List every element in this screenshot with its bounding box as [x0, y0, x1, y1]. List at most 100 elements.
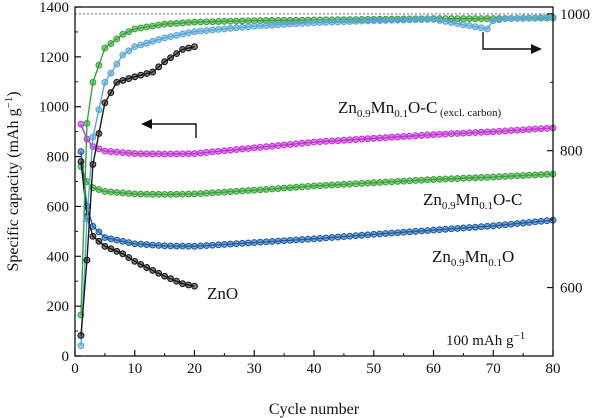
series-5-point	[316, 19, 324, 26]
series-6-point	[167, 54, 175, 62]
series-4-point	[232, 17, 240, 25]
series-5-point	[400, 16, 408, 24]
series-6-point	[95, 130, 103, 138]
series-2-point	[256, 238, 264, 246]
series-1-point	[262, 185, 270, 193]
series-4-point	[173, 19, 181, 27]
series-1-point	[208, 189, 216, 197]
series-5-point	[471, 23, 479, 31]
series-0-point	[453, 129, 461, 137]
series-5-point	[274, 21, 282, 29]
series-2-point	[489, 222, 497, 230]
series-2-point	[173, 242, 181, 250]
series-1-point	[274, 185, 282, 192]
series-label-part: Zn	[432, 247, 451, 266]
series-1-point	[543, 170, 551, 178]
series-6-point	[89, 160, 97, 168]
series-3-point	[143, 264, 151, 271]
series-1-point	[191, 190, 198, 198]
series-5-point	[394, 16, 402, 24]
series-5-point	[388, 16, 396, 24]
series-label-0: Zn0.9Mn0.1O-C (excl. carbon)	[338, 98, 501, 120]
series-2-point	[525, 218, 533, 226]
series-0-point	[208, 148, 216, 156]
series-0-point	[268, 142, 276, 150]
series-1-point	[292, 183, 300, 191]
x-tick-label: 0	[71, 361, 79, 377]
series-1-point	[310, 182, 318, 190]
series-0-point	[358, 135, 366, 143]
x-tick-label: 30	[247, 361, 262, 377]
series-5-point	[382, 16, 390, 24]
series-2-point	[101, 234, 109, 242]
series-5-point	[286, 20, 294, 28]
y-right-tick-label: 1000	[560, 7, 590, 23]
series-5-point	[161, 34, 169, 42]
series-2-point	[370, 230, 378, 238]
series-1-point	[185, 190, 192, 198]
series-2-point	[453, 224, 461, 232]
series-1-point	[244, 187, 252, 195]
series-1-point	[442, 175, 449, 183]
series-0-point	[447, 130, 455, 138]
series-0-point	[322, 137, 330, 145]
series-5-point	[179, 30, 187, 38]
series-1-point	[519, 172, 527, 179]
series-1-point	[316, 182, 324, 190]
series-label-part: Mn	[371, 98, 395, 117]
series-5-point	[525, 14, 533, 22]
x-tick-label: 70	[486, 361, 501, 377]
series-3-point	[179, 280, 187, 288]
series-5-point	[328, 18, 336, 26]
series-5-point	[340, 18, 348, 26]
series-0-point	[304, 139, 312, 147]
series-1-point	[436, 175, 443, 183]
series-4-point	[137, 24, 145, 32]
series-2-point	[155, 241, 163, 249]
series-2-point	[244, 239, 252, 247]
series-4-point	[191, 18, 198, 26]
series-5-point	[489, 17, 497, 25]
y-left-tick-label: 0	[62, 349, 70, 365]
series-5-point	[483, 25, 491, 33]
series-5-point	[244, 23, 252, 31]
series-2-point	[119, 237, 127, 245]
y-right-tick-label: 600	[560, 281, 583, 297]
series-1-point	[358, 179, 366, 187]
series-2-point	[447, 225, 455, 233]
series-5-point	[543, 13, 551, 21]
series-0-point	[185, 150, 192, 158]
series-2-point	[334, 233, 342, 241]
chart-marks	[75, 13, 557, 350]
series-6-point	[113, 78, 121, 86]
series-0-point	[394, 133, 402, 141]
series-1-point	[280, 184, 288, 192]
series-label-sub: 0.1	[479, 200, 493, 212]
series-5-point	[250, 22, 258, 30]
series-1-point	[388, 178, 396, 186]
series-2-point	[149, 241, 157, 249]
series-5-point	[406, 16, 414, 24]
series-1-point	[525, 171, 533, 179]
series-5-point	[412, 16, 420, 24]
series-label-part: ZnO	[207, 284, 238, 303]
series-5-point	[376, 17, 384, 24]
series-2-point	[197, 242, 204, 250]
series-5-point	[292, 20, 300, 28]
series-1-point	[453, 175, 461, 182]
series-5-point	[280, 21, 288, 28]
series-5-point	[95, 106, 103, 114]
series-5-point	[513, 14, 521, 22]
series-5-point	[137, 41, 145, 49]
series-5-point	[501, 15, 509, 23]
series-5-point	[256, 22, 264, 30]
series-2-point	[513, 220, 521, 228]
right-axis-arrow-line	[482, 32, 535, 50]
series-2-point	[322, 234, 330, 242]
series-0-point	[298, 139, 306, 147]
series-label-part: Mn	[465, 247, 489, 266]
series-1-point	[161, 191, 169, 198]
series-4-point	[167, 20, 175, 28]
series-label-part: O-C	[493, 190, 522, 209]
